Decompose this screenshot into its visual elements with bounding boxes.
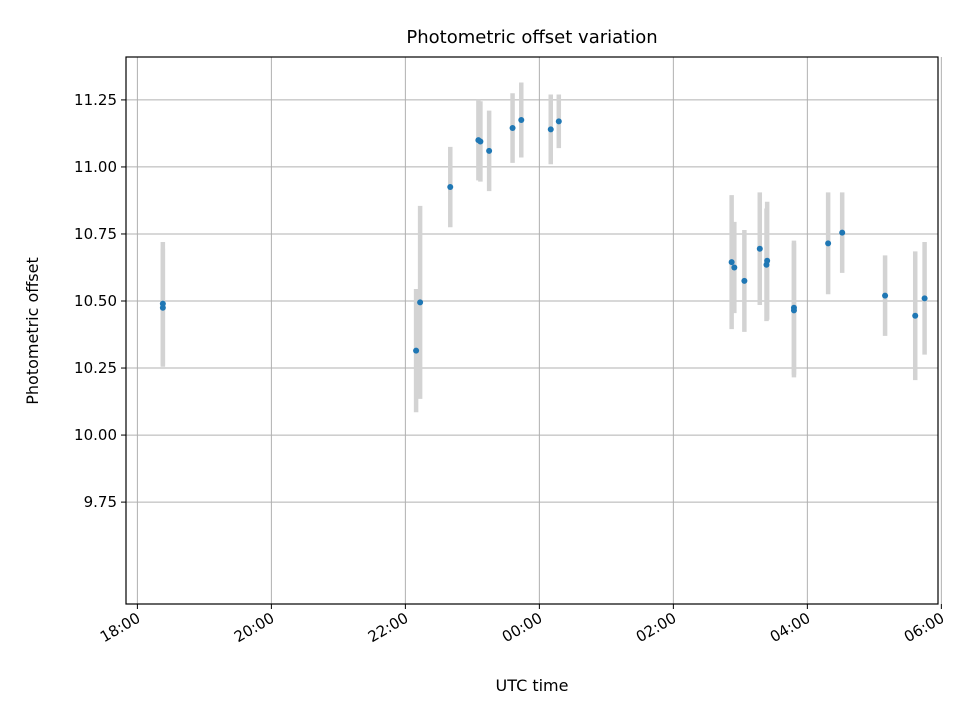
- data-point: [764, 257, 771, 264]
- y-tick-label: 10.00: [74, 426, 117, 444]
- data-point: [790, 307, 797, 314]
- data-point: [486, 147, 493, 154]
- y-tick-label: 9.75: [84, 493, 117, 511]
- x-tick-label: 04:00: [767, 609, 813, 646]
- data-point: [756, 245, 763, 252]
- data-point: [728, 259, 735, 266]
- plot-frame: [125, 56, 939, 605]
- data-point: [159, 304, 166, 311]
- data-point: [417, 299, 424, 306]
- y-tick-label: 10.75: [74, 225, 117, 243]
- y-tick-label: 11.25: [74, 91, 117, 109]
- y-tick-label: 10.25: [74, 359, 117, 377]
- data-point: [447, 184, 454, 191]
- data-point: [912, 312, 919, 319]
- x-tick-label: 22:00: [365, 609, 411, 646]
- data-points: [159, 117, 928, 354]
- x-axis-label: UTC time: [496, 676, 569, 695]
- x-tick-label: 20:00: [231, 609, 277, 646]
- data-point: [547, 126, 554, 133]
- x-tick-label: 18:00: [97, 609, 143, 646]
- x-tick-label: 06:00: [901, 609, 947, 646]
- data-point: [921, 295, 928, 302]
- y-tick-label: 11.00: [74, 158, 117, 176]
- y-tick-label: 10.50: [74, 292, 117, 310]
- chart-title: Photometric offset variation: [406, 27, 657, 48]
- grid: [126, 57, 942, 604]
- data-point: [518, 117, 525, 124]
- data-point: [882, 292, 889, 299]
- x-tick-label: 00:00: [499, 609, 545, 646]
- data-point: [825, 240, 832, 247]
- data-point: [555, 118, 562, 125]
- x-tick-label: 02:00: [633, 609, 679, 646]
- data-point: [731, 264, 738, 271]
- data-point: [741, 277, 748, 284]
- data-point: [477, 138, 484, 145]
- error-bars: [160, 82, 927, 413]
- data-point: [839, 229, 846, 236]
- data-point: [413, 347, 420, 354]
- data-point: [509, 125, 516, 132]
- y-axis-label: Photometric offset: [23, 257, 42, 405]
